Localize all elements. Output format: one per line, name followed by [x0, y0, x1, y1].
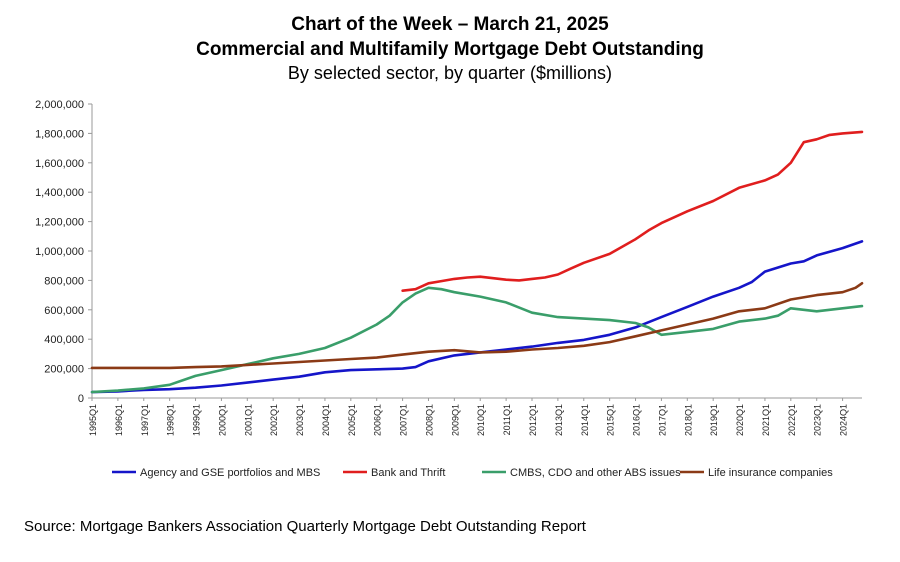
y-tick-label: 1,200,000: [35, 217, 84, 229]
chart-title: Chart of the Week – March 21, 2025: [291, 14, 609, 35]
x-tick-label: 2019Q1: [709, 404, 719, 436]
x-tick-label: 2009Q1: [450, 404, 460, 436]
x-tick-label: 1995Q1: [88, 404, 98, 436]
x-tick-label: 1997Q1: [140, 404, 150, 436]
x-tick-label: 2003Q1: [295, 404, 305, 436]
y-tick-label: 2,000,000: [35, 99, 84, 111]
y-tick-label: 600,000: [44, 305, 84, 317]
x-tick-label: 2004Q1: [321, 404, 331, 436]
x-tick-label: 2020Q1: [735, 404, 745, 436]
x-tick-label: 2024Q1: [839, 404, 849, 436]
x-tick-label: 2011Q1: [502, 404, 512, 435]
x-tick-label: 2022Q1: [787, 404, 797, 436]
x-tick-label: 2021Q1: [761, 404, 771, 436]
legend-label: Agency and GSE portfolios and MBS: [140, 467, 320, 479]
x-tick-label: 2005Q1: [347, 404, 357, 436]
legend-label: Life insurance companies: [708, 467, 833, 479]
y-axis-ticks: 0 200,000 400,000 600,000 800,000 1,000,000 1,…: [35, 99, 92, 405]
x-tick-label: 2000Q1: [217, 404, 227, 436]
series-lines: [90, 130, 864, 394]
x-tick-label: 2001Q1: [243, 404, 253, 436]
y-tick-label: 200,000: [44, 364, 84, 376]
x-tick-label: 2006Q1: [373, 404, 383, 436]
y-tick-label: 0: [78, 393, 84, 405]
x-tick-label: 2014Q1: [580, 404, 590, 436]
x-tick-label: 1996Q1: [114, 404, 124, 436]
x-tick-label: 2016Q1: [632, 404, 642, 436]
y-tick-label: 1,000,000: [35, 246, 84, 258]
x-tick-label: 1999Q1: [192, 404, 202, 436]
y-tick-label: 1,800,000: [35, 128, 84, 140]
x-tick-label: 2023Q1: [813, 404, 823, 436]
x-tick-label: 2002Q1: [269, 404, 279, 436]
series-line-4: [90, 281, 864, 370]
source-note: Source: Mortgage Bankers Association Qua…: [24, 518, 586, 535]
x-tick-label: 2018Q1: [683, 404, 693, 436]
x-axis-ticks: 1995Q1 1996Q1 1997Q1 1998Q1 1999Q1 2000Q1 2001…: [88, 398, 849, 436]
x-tick-label: 2010Q1: [476, 404, 486, 436]
y-tick-label: 1,400,000: [35, 187, 84, 199]
series-line-1: [90, 240, 864, 394]
y-tick-label: 800,000: [44, 275, 84, 287]
chart-subtitle-units: By selected sector, by quarter ($million…: [287, 63, 613, 83]
x-tick-label: 2012Q1: [528, 404, 538, 436]
x-tick-label: 2017Q1: [657, 404, 667, 436]
legend-label: CMBS, CDO and other ABS issues: [510, 467, 681, 479]
x-tick-label: 2013Q1: [554, 404, 564, 436]
y-tick-label: 1,600,000: [35, 158, 84, 170]
chart-subtitle: Commercial and Multifamily Mortgage Debt…: [196, 39, 704, 60]
legend: Agency and GSE portfolios and MBS Bank an…: [112, 467, 833, 479]
line-chart: 0 200,000 400,000 600,000 800,000 1,000,000 1,…: [35, 99, 864, 479]
x-tick-label: 2015Q1: [606, 404, 616, 436]
series-line-3: [90, 286, 864, 394]
x-tick-label: 2008Q1: [424, 404, 434, 436]
y-tick-label: 400,000: [44, 334, 84, 346]
legend-label: Bank and Thrift: [371, 467, 445, 479]
x-tick-label: 1998Q1: [166, 404, 176, 436]
x-tick-label: 2007Q1: [399, 404, 409, 436]
series-line-2: [401, 130, 864, 293]
